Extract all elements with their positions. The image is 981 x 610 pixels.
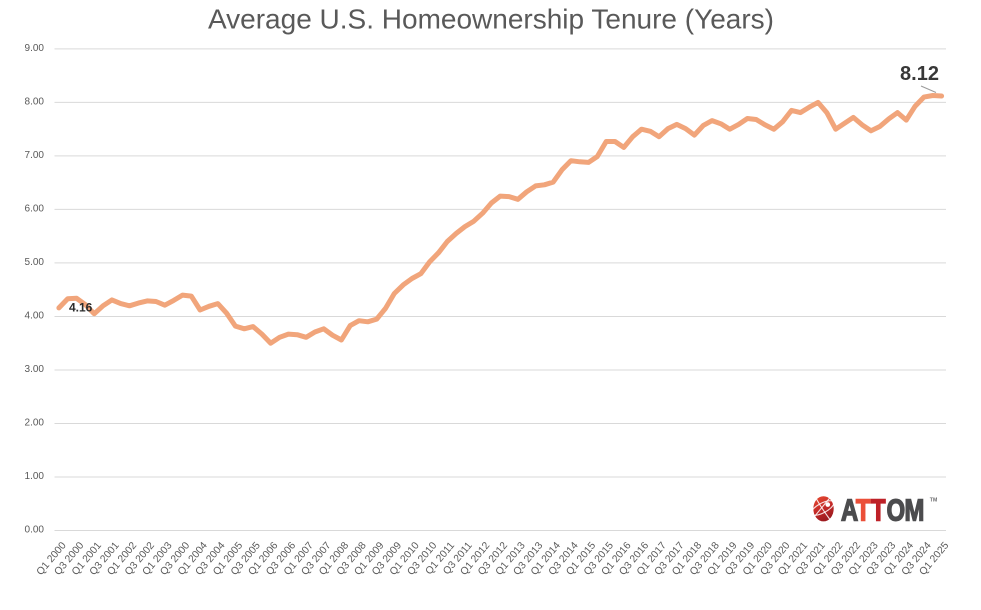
svg-text:TM: TM [930,498,938,504]
svg-text:0.00: 0.00 [25,525,45,536]
svg-text:7.00: 7.00 [25,150,45,161]
svg-text:4.16: 4.16 [69,301,93,315]
svg-text:9.00: 9.00 [25,43,45,54]
svg-text:A: A [841,493,858,528]
svg-text:1.00: 1.00 [25,471,45,482]
svg-text:T: T [871,493,886,528]
svg-text:Average U.S. Homeownership Ten: Average U.S. Homeownership Tenure (Years… [208,4,774,35]
svg-text:6.00: 6.00 [25,204,45,215]
svg-text:2.00: 2.00 [25,418,45,429]
svg-text:8.12: 8.12 [900,63,939,85]
svg-text:3.00: 3.00 [25,364,45,375]
svg-text:O: O [887,493,906,528]
svg-text:5.00: 5.00 [25,257,45,268]
svg-text:M: M [905,493,925,528]
svg-text:4.00: 4.00 [25,311,45,322]
svg-text:8.00: 8.00 [25,97,45,108]
svg-text:T: T [856,493,871,528]
